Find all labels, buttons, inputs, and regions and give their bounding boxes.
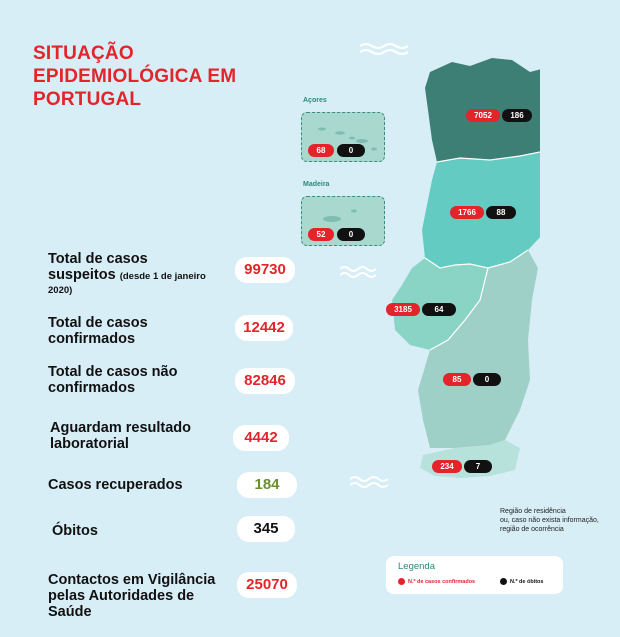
madeira-island-shape — [323, 209, 357, 222]
acores-islands-shape — [318, 127, 377, 151]
residence-note: Região de residência ou, caso não exista… — [500, 508, 599, 533]
madeira-label: Madeira — [303, 181, 330, 188]
stat-label-nao-confirmados: Total de casos não confirmados — [48, 364, 178, 396]
wave-decoration-bottom — [350, 476, 388, 488]
acores-label: Açores — [303, 97, 327, 104]
stat-value-nao-confirmados: 82846 — [235, 368, 295, 394]
madeira-cases-badge: 52 — [308, 228, 334, 241]
stat-value-contactos: 25070 — [237, 572, 297, 598]
centro-deaths-badge: 88 — [486, 206, 516, 219]
region-alentejo — [418, 250, 538, 448]
stat-label-obitos: Óbitos — [52, 523, 98, 539]
stat-value-recuperados: 184 — [237, 472, 297, 498]
stat-label-confirmados: Total de casos confirmados — [48, 315, 148, 347]
stat-label-recuperados: Casos recuperados — [48, 477, 183, 493]
stat-label-suspeitos: Total de casos suspeitos (desde 1 de jan… — [48, 251, 206, 296]
legend: Legenda N.º de casos confirmados N.º de … — [386, 556, 563, 594]
stat-value-suspeitos: 99730 — [235, 257, 295, 283]
stat-label-contactos: Contactos em Vigilância pelas Autoridade… — [48, 572, 216, 620]
legend-cases-dot-icon — [398, 578, 405, 585]
lisboa-cases-badge: 3185 — [386, 303, 420, 316]
acores-inset: 68 0 — [301, 112, 385, 162]
legend-deaths-label: N.º de óbitos — [510, 579, 544, 585]
stat-value-obitos: 345 — [237, 516, 295, 542]
stat-label-aguardam: Aguardam resultado laboratorial — [50, 420, 191, 452]
page-title: SITUAÇÃO EPIDEMIOLÓGICA EM PORTUGAL — [33, 42, 236, 111]
legend-cases-label: N.º de casos confirmados — [408, 579, 476, 585]
alentejo-cases-badge: 85 — [443, 373, 471, 386]
title-line-2: EPIDEMIOLÓGICA EM — [33, 66, 237, 87]
title-line-1: SITUAÇÃO — [33, 43, 134, 64]
legend-title: Legenda — [398, 561, 435, 572]
lisboa-deaths-badge: 64 — [422, 303, 456, 316]
algarve-deaths-badge: 7 — [464, 460, 492, 473]
alentejo-deaths-badge: 0 — [473, 373, 501, 386]
acores-cases-badge: 68 — [308, 144, 334, 157]
wave-decoration-top — [360, 43, 409, 55]
stat-value-confirmados: 12442 — [235, 315, 293, 341]
norte-deaths-badge: 186 — [502, 109, 532, 122]
wave-decoration-left — [340, 266, 376, 278]
legend-deaths-dot-icon — [500, 578, 507, 585]
stat-value-aguardam: 4442 — [233, 425, 289, 451]
norte-cases-badge: 7052 — [466, 109, 500, 122]
title-line-3: PORTUGAL — [33, 89, 142, 110]
acores-deaths-badge: 0 — [337, 144, 365, 157]
centro-cases-badge: 1766 — [450, 206, 484, 219]
madeira-inset: 52 0 — [301, 196, 385, 246]
madeira-deaths-badge: 0 — [337, 228, 365, 241]
algarve-cases-badge: 234 — [432, 460, 462, 473]
